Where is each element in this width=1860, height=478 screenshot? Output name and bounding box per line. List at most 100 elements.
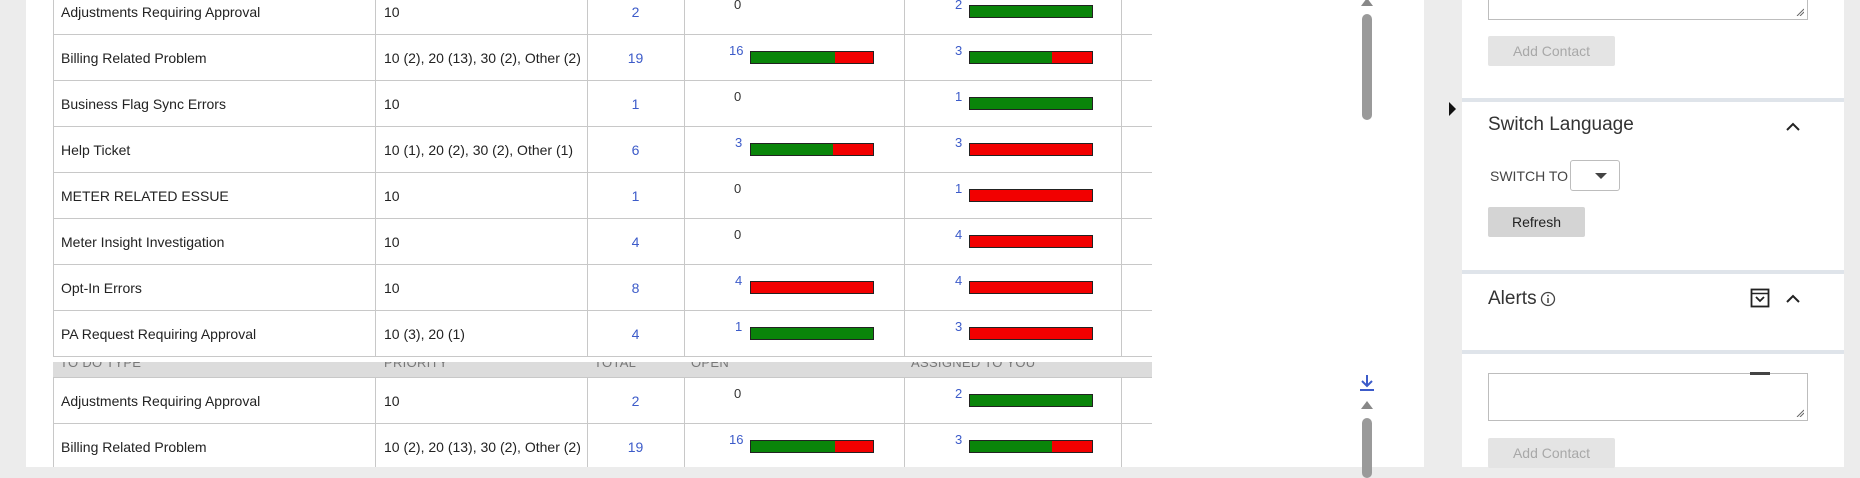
assigned-progress-bar (969, 189, 1093, 202)
inbox-dropdown-icon[interactable] (1750, 288, 1770, 308)
open-progress-bar (750, 281, 874, 294)
bar-green-segment (970, 6, 1092, 17)
assigned-count[interactable]: 3 (955, 432, 963, 447)
chevron-up-icon[interactable] (1786, 120, 1800, 134)
table-row: PA Request Requiring Approval 10 (3), 20 … (53, 311, 1152, 357)
todo-type-cell: Billing Related Problem (53, 35, 376, 81)
assigned-count[interactable]: 4 (955, 273, 963, 288)
resize-grip-icon (1796, 8, 1804, 16)
chevron-up-icon-2[interactable] (1786, 292, 1800, 306)
total-link[interactable]: 1 (587, 81, 685, 127)
table-row: Adjustments Requiring Approval 10 2 0 2 (53, 0, 1152, 35)
refresh-button[interactable]: Refresh (1488, 207, 1585, 237)
assigned-progress-bar (969, 5, 1093, 18)
column-header-open: OPEN (691, 362, 730, 370)
priority-cell: 10 (375, 173, 588, 219)
bar-green-segment (970, 52, 1052, 63)
assigned-count[interactable]: 1 (955, 89, 963, 104)
contact-notes-textarea[interactable] (1488, 0, 1808, 20)
open-cell: 0 (684, 173, 905, 219)
todo-table: Adjustments Requiring Approval 10 2 0 2 Billi… (53, 0, 1152, 467)
scrollbar-thumb-2[interactable] (1362, 418, 1372, 478)
priority-cell: 10 (375, 219, 588, 265)
table-row: METER RELATED ESSUE 10 1 0 1 (53, 173, 1152, 219)
bar-green-segment (751, 144, 833, 155)
assigned-count[interactable]: 4 (955, 227, 963, 242)
assigned-progress-bar (969, 97, 1093, 110)
todo-type-cell: Billing Related Problem (53, 424, 376, 467)
bar-red-segment (970, 190, 1092, 201)
scrollbar-thumb[interactable] (1362, 14, 1372, 120)
total-link[interactable]: 19 (587, 35, 685, 81)
open-count[interactable]: 1 (735, 319, 743, 334)
add-contact-button-2[interactable]: Add Contact (1488, 438, 1615, 468)
assigned-progress-bar (969, 281, 1093, 294)
bar-red-segment (1051, 52, 1092, 63)
assigned-count[interactable]: 1 (955, 181, 963, 196)
assigned-cell: 1 (904, 173, 1122, 219)
open-cell: 0 (684, 219, 905, 265)
contact-notes-textarea-2[interactable] (1488, 373, 1808, 421)
collapse-caret-icon[interactable] (1449, 102, 1456, 116)
priority-cell: 10 (2), 20 (13), 30 (2), Other (2) (375, 35, 588, 81)
assigned-cell: 4 (904, 265, 1122, 311)
column-header-total: TOTAL (594, 362, 637, 370)
assigned-cell: 2 (904, 378, 1122, 424)
open-cell: 1 (684, 311, 905, 357)
alerts-title: Alerts (1488, 288, 1537, 309)
table-row: Billing Related Problem 10 (2), 20 (13), … (53, 35, 1152, 81)
total-link[interactable]: 4 (587, 311, 685, 357)
open-progress-bar (750, 440, 874, 453)
bar-red-segment (835, 441, 873, 452)
assigned-progress-bar (969, 235, 1093, 248)
open-count[interactable]: 16 (729, 432, 744, 447)
total-link[interactable]: 4 (587, 219, 685, 265)
table-row: Business Flag Sync Errors 10 1 0 1 (53, 81, 1152, 127)
todo-type-cell: Meter Insight Investigation (53, 219, 376, 265)
column-header-assigned: ASSIGNED TO YOU (911, 362, 1036, 370)
total-link[interactable]: 1 (587, 173, 685, 219)
bar-red-segment (751, 282, 873, 293)
resize-grip-icon-2 (1796, 409, 1804, 417)
total-link[interactable]: 2 (587, 378, 685, 424)
todo-type-cell: Adjustments Requiring Approval (53, 378, 376, 424)
todo-type-cell: Adjustments Requiring Approval (53, 0, 376, 35)
section-divider-2 (1462, 270, 1844, 274)
scroll-up-arrow-2[interactable] (1361, 401, 1373, 409)
bar-red-segment (970, 328, 1092, 339)
open-count[interactable]: 4 (735, 273, 743, 288)
bar-green-segment (970, 395, 1092, 406)
open-count[interactable]: 3 (735, 135, 743, 150)
assigned-progress-bar (969, 394, 1093, 407)
language-select[interactable] (1570, 160, 1620, 191)
assigned-count[interactable]: 3 (955, 319, 963, 334)
total-link[interactable]: 8 (587, 265, 685, 311)
open-count: 0 (734, 89, 742, 104)
assigned-count[interactable]: 2 (955, 386, 963, 401)
bar-green-segment (970, 441, 1052, 452)
scroll-up-arrow[interactable] (1361, 0, 1373, 6)
total-link[interactable]: 2 (587, 0, 685, 35)
add-contact-button[interactable]: Add Contact (1488, 36, 1615, 66)
open-cell: 4 (684, 265, 905, 311)
download-icon[interactable] (1358, 373, 1376, 393)
table-row: Opt-In Errors 10 8 4 4 (53, 265, 1152, 311)
assigned-cell: 3 (904, 127, 1122, 173)
assigned-count[interactable]: 3 (955, 135, 963, 150)
total-link[interactable]: 6 (587, 127, 685, 173)
open-count: 0 (734, 227, 742, 242)
open-cell: 16 (684, 35, 905, 81)
open-count: 0 (734, 181, 742, 196)
table-row: Billing Related Problem 10 (2), 20 (13), … (53, 424, 1152, 467)
assigned-count[interactable]: 3 (955, 43, 963, 58)
column-header-priority: PRIORITY (384, 362, 448, 370)
open-count[interactable]: 16 (729, 43, 744, 58)
open-count: 0 (734, 0, 742, 12)
total-link[interactable]: 19 (587, 424, 685, 467)
assigned-cell: 3 (904, 311, 1122, 357)
assigned-count[interactable]: 2 (955, 0, 963, 12)
open-cell: 3 (684, 127, 905, 173)
assigned-cell: 3 (904, 35, 1122, 81)
bar-red-segment (970, 236, 1092, 247)
info-icon[interactable] (1540, 291, 1556, 307)
